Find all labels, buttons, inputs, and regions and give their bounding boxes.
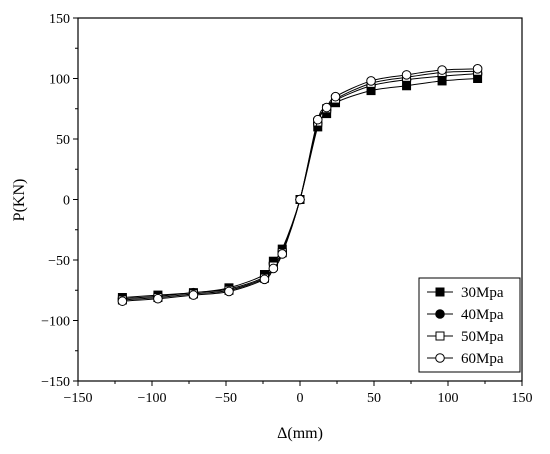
y-tick-label: 0 — [63, 194, 70, 209]
y-tick-label: 100 — [49, 73, 70, 88]
data-point — [437, 65, 447, 75]
y-tick-label: 150 — [49, 12, 70, 27]
legend-item: 50Mpa — [427, 329, 504, 345]
legend-label: 40Mpa — [461, 307, 504, 323]
data-point — [312, 114, 323, 125]
data-point — [224, 286, 234, 297]
data-point — [188, 290, 199, 300]
series-line — [122, 78, 478, 299]
x-tick-label: 100 — [438, 391, 459, 406]
data-point — [295, 194, 305, 205]
y-axis-title: P(KN) — [11, 179, 28, 222]
data-point — [366, 76, 376, 86]
y-tick-label: −150 — [41, 375, 70, 390]
series-line — [122, 68, 478, 302]
x-tick-label: 150 — [512, 391, 533, 406]
y-tick-label: −100 — [41, 315, 70, 330]
x-tick-label: 0 — [297, 391, 304, 406]
series-40mpa — [117, 68, 483, 304]
data-point — [330, 91, 341, 102]
data-point — [321, 102, 332, 113]
series-30mpa — [117, 74, 483, 303]
legend-marker — [435, 309, 445, 319]
legend-label: 30Mpa — [461, 285, 504, 301]
data-point — [268, 263, 279, 274]
legend-item: 30Mpa — [427, 285, 504, 301]
x-tick-label: −150 — [64, 391, 93, 406]
legend-item: 40Mpa — [427, 307, 504, 323]
legend-item: 60Mpa — [427, 351, 504, 367]
data-point — [277, 249, 288, 259]
series-line — [122, 70, 478, 301]
series-line — [122, 73, 478, 300]
x-tick-label: −50 — [215, 391, 237, 406]
x-axis-title: Δ(mm) — [277, 425, 323, 442]
data-point — [117, 296, 128, 306]
legend-marker — [435, 331, 445, 341]
series-50mpa — [117, 66, 483, 305]
legend-marker — [435, 353, 445, 363]
data-point — [401, 70, 412, 80]
data-point — [472, 64, 483, 74]
legend-marker — [435, 287, 445, 297]
legend-label: 60Mpa — [461, 351, 504, 367]
series-60mpa — [117, 64, 483, 306]
data-point — [153, 293, 163, 304]
y-tick-label: −50 — [48, 254, 70, 269]
y-tick-label: 50 — [56, 133, 70, 148]
data-point — [259, 274, 270, 285]
legend-label: 50Mpa — [461, 329, 504, 345]
x-tick-label: −100 — [138, 391, 167, 406]
x-tick-label: 50 — [367, 391, 381, 406]
